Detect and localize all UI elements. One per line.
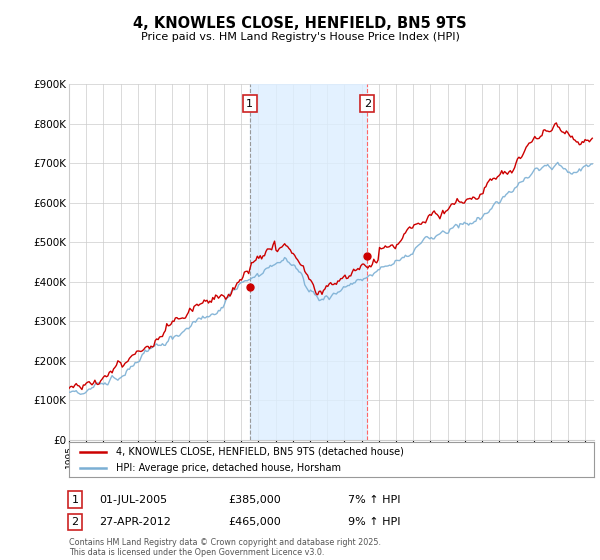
Text: 2: 2 — [71, 517, 79, 527]
Text: 9% ↑ HPI: 9% ↑ HPI — [348, 517, 401, 527]
Text: Price paid vs. HM Land Registry's House Price Index (HPI): Price paid vs. HM Land Registry's House … — [140, 32, 460, 42]
Text: Contains HM Land Registry data © Crown copyright and database right 2025.
This d: Contains HM Land Registry data © Crown c… — [69, 538, 381, 557]
Bar — [250, 84, 367, 440]
Text: 01-JUL-2005: 01-JUL-2005 — [99, 494, 167, 505]
Text: HPI: Average price, detached house, Horsham: HPI: Average price, detached house, Hors… — [116, 463, 341, 473]
Text: 27-APR-2012: 27-APR-2012 — [99, 517, 171, 527]
Text: 7% ↑ HPI: 7% ↑ HPI — [348, 494, 401, 505]
Text: 1: 1 — [71, 494, 79, 505]
Text: 2: 2 — [364, 99, 371, 109]
Text: 1: 1 — [246, 99, 253, 109]
Text: £385,000: £385,000 — [228, 494, 281, 505]
Text: £465,000: £465,000 — [228, 517, 281, 527]
Text: 4, KNOWLES CLOSE, HENFIELD, BN5 9TS: 4, KNOWLES CLOSE, HENFIELD, BN5 9TS — [133, 16, 467, 31]
Text: 4, KNOWLES CLOSE, HENFIELD, BN5 9TS (detached house): 4, KNOWLES CLOSE, HENFIELD, BN5 9TS (det… — [116, 447, 404, 457]
